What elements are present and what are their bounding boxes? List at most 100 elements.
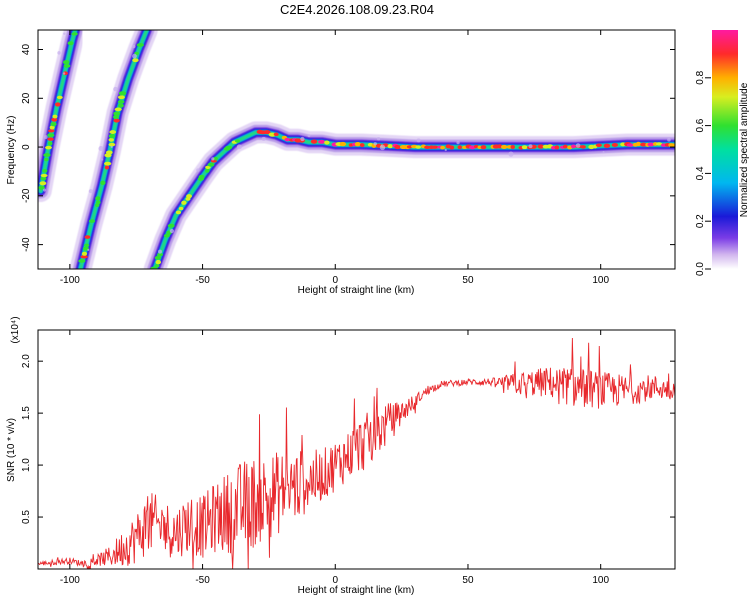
trace-speck — [80, 255, 88, 259]
trace-speck — [154, 264, 160, 268]
trace-speck — [647, 142, 655, 147]
trace-noise — [508, 151, 514, 157]
trace-speck — [95, 196, 101, 201]
trace-speck — [181, 200, 187, 205]
trace-speck — [40, 176, 47, 181]
trace-speck — [186, 194, 192, 199]
trace-speck — [157, 252, 164, 257]
y-tick-label: 2.0 — [21, 354, 32, 368]
trace-speck — [339, 141, 347, 147]
trace-speck — [150, 266, 158, 269]
trace-speck — [510, 145, 516, 150]
trace-speck — [71, 32, 78, 36]
y-tick-label: 1.0 — [21, 458, 32, 472]
y-tick-label: -40 — [21, 237, 32, 252]
trace-speck — [284, 137, 291, 142]
trace-speck — [457, 145, 462, 150]
trace-noise — [43, 135, 48, 140]
colorbar: 0.0 0.2 0.4 0.6 0.8 Normalized spectral ampl… — [695, 30, 750, 276]
trace-speck — [43, 153, 51, 157]
trace-speck — [84, 243, 90, 248]
trace-speck — [626, 143, 634, 147]
trace-noise — [63, 32, 66, 35]
trace-speck — [78, 259, 86, 263]
trace-noise — [42, 188, 47, 192]
trace-speck — [480, 145, 487, 150]
snr-ticks: -100 -50 0 50 100 0.5 1.0 1.5 2.0 — [21, 330, 675, 586]
trace-speck — [94, 203, 100, 208]
x-tick-label: 100 — [592, 575, 609, 586]
spectrogram-x-label: Height of straight line (km) — [298, 285, 415, 296]
snr-y-label: SNR (10 * v/v) — [6, 418, 17, 482]
trace-noise — [132, 53, 137, 59]
trace-noise — [379, 144, 386, 151]
trace-speck — [88, 219, 96, 223]
trace-speck — [235, 139, 241, 143]
trace-speck — [114, 107, 122, 112]
trace-speck — [118, 103, 124, 108]
x-tick-label: -100 — [60, 275, 80, 286]
trace-speck — [387, 144, 393, 149]
trace-speck — [554, 145, 560, 150]
trace-speck — [207, 162, 215, 167]
trace-speck — [500, 144, 508, 150]
trace-speck — [431, 145, 439, 149]
trace-speck — [521, 145, 528, 150]
trace-speck — [449, 145, 455, 150]
trace-speck — [570, 144, 577, 149]
spectrogram-y-label: Frequency (Hz) — [6, 116, 17, 185]
trace-speck — [225, 145, 233, 150]
trace-noise — [528, 144, 533, 149]
trace-speck — [67, 41, 74, 46]
trace-speck — [40, 173, 48, 178]
trace-speck — [49, 125, 55, 130]
trace-speck — [655, 142, 663, 146]
trace-noise — [211, 157, 215, 161]
trace-speck — [47, 141, 53, 146]
trace-noise — [157, 249, 162, 254]
trace-speck — [132, 58, 139, 63]
trace-speck — [611, 143, 619, 147]
trace-speck — [56, 95, 63, 100]
colorbar-tick-label: 0.2 — [695, 214, 706, 228]
spectrogram-trace — [38, 30, 87, 202]
trace-speck — [104, 165, 110, 170]
y-tick-label: -20 — [21, 188, 32, 203]
snr-panel: -100 -50 0 50 100 0.5 1.0 1.5 2.0 Height of stra… — [6, 316, 676, 596]
trace-speck — [440, 145, 445, 150]
trace-speck — [198, 174, 205, 180]
colorbar-tick-label: 0.0 — [695, 262, 706, 276]
trace-noise — [169, 228, 174, 234]
trace-speck — [310, 139, 318, 144]
colorbar-gradient — [712, 30, 738, 269]
trace-speck — [109, 130, 117, 134]
trace-noise — [376, 137, 381, 141]
trace-speck — [318, 139, 326, 144]
trace-noise — [62, 72, 66, 75]
trace-speck — [63, 64, 71, 68]
colorbar-tick-label: 0.8 — [695, 70, 706, 84]
trace-noise — [132, 44, 136, 49]
trace-speck — [104, 161, 112, 166]
trace-speck — [52, 114, 58, 119]
x-tick-label: -50 — [195, 275, 210, 286]
trace-speck — [394, 144, 401, 150]
trace-speck — [47, 137, 54, 141]
trace-speck — [105, 150, 113, 155]
y-tick-label: 0 — [21, 144, 32, 150]
trace-speck — [96, 200, 101, 205]
trace-speck — [635, 141, 641, 147]
chart-title: C2E4.2026.108.09.23.R04 — [280, 2, 434, 17]
trace-noise — [373, 142, 377, 146]
trace-noise — [444, 148, 447, 152]
trace-speck — [50, 122, 57, 127]
trace-speck — [118, 91, 127, 96]
trace-speck — [620, 142, 626, 147]
trace-speck — [154, 255, 162, 260]
x-tick-label: 0 — [332, 275, 338, 286]
spectrogram-trace — [143, 121, 675, 269]
trace-noise — [113, 86, 118, 92]
trace-noise — [236, 144, 242, 150]
colorbar-label: Normalized spectral amplitude — [739, 82, 750, 217]
y-tick-label: 40 — [21, 44, 32, 56]
